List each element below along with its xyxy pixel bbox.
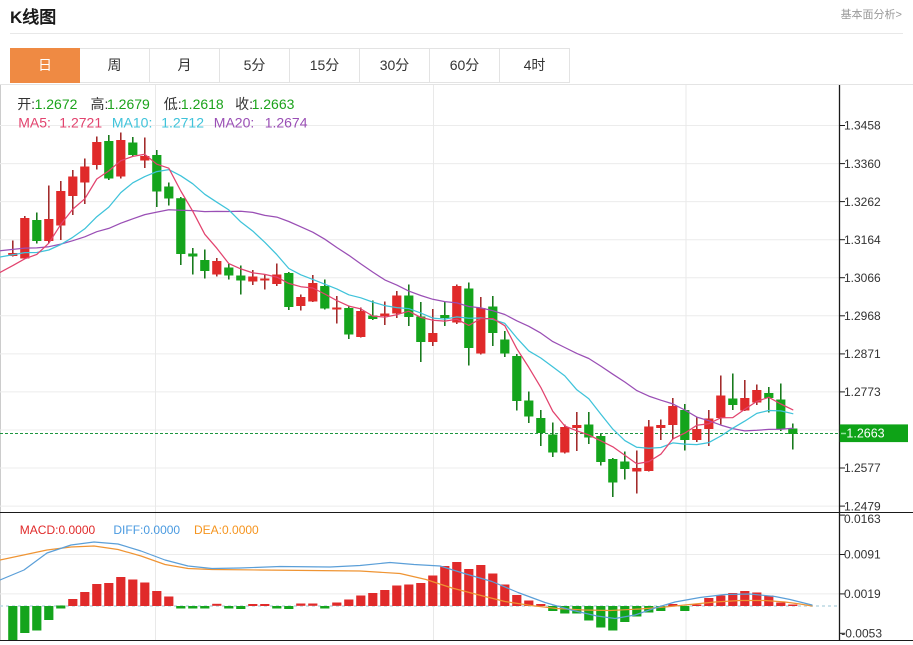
svg-text:1.2577: 1.2577	[844, 461, 881, 475]
svg-text:1.3164: 1.3164	[844, 233, 881, 247]
svg-text:1.2968: 1.2968	[844, 309, 881, 323]
svg-text:0.0091: 0.0091	[844, 548, 881, 562]
svg-text:1.3066: 1.3066	[844, 271, 881, 285]
svg-text:0.0163: 0.0163	[844, 512, 881, 526]
svg-text:1.2479: 1.2479	[844, 499, 881, 513]
svg-text:1.3458: 1.3458	[844, 119, 881, 133]
svg-text:1.3360: 1.3360	[844, 157, 881, 171]
svg-text:1.2663: 1.2663	[846, 426, 884, 440]
svg-text:-0.0053: -0.0053	[841, 627, 882, 641]
svg-text:0.0019: 0.0019	[844, 587, 881, 601]
svg-text:1.2773: 1.2773	[844, 385, 881, 399]
svg-text:1.3262: 1.3262	[844, 195, 881, 209]
svg-text:1.2871: 1.2871	[844, 347, 881, 361]
